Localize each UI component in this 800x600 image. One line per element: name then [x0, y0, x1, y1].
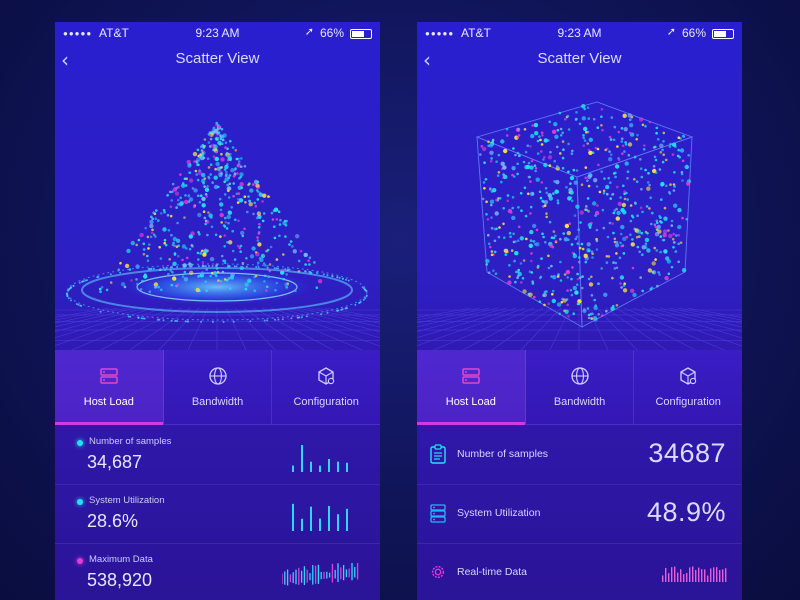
location-arrow-icon: ➚ [666, 26, 676, 38]
battery-icon [712, 29, 734, 39]
tab-bar: Host Load Bandwidth Configuration [55, 350, 380, 425]
tab-host-load[interactable]: Host Load [417, 350, 526, 425]
tab-label: Host Load [83, 396, 134, 408]
server-stack-icon [430, 504, 446, 523]
tab-bandwidth[interactable]: Bandwidth [164, 350, 273, 424]
status-bar: ●●●●● AT&T 9:23 AM ➚ 66% [55, 22, 380, 44]
carrier-label: AT&T [99, 26, 129, 40]
stat-list: Number of samples 34,687 System Utilizat… [55, 426, 380, 600]
mini-bar-chart [292, 445, 348, 472]
battery-icon [350, 29, 372, 39]
stat-label: Maximum Data [89, 554, 153, 565]
back-button[interactable]: ‹ [61, 48, 69, 72]
tab-label: Bandwidth [191, 396, 244, 408]
phone-screen-cube: ●●●●● AT&T 9:23 AM ➚ 66% ‹ Scatter View … [417, 22, 742, 600]
cone-scatter-visual [55, 121, 380, 352]
stat-row-realtime[interactable]: Real-time Data [417, 544, 742, 600]
battery-percent: 66% [319, 26, 344, 40]
realtime-bars [662, 566, 727, 582]
tab-bandwidth[interactable]: Bandwidth [526, 350, 635, 424]
location-arrow-icon: ➚ [304, 26, 314, 38]
status-dot [77, 440, 83, 446]
phone-screen-cone: ●●●●● AT&T 9:23 AM ➚ 66% ‹ Scatter View … [55, 22, 380, 600]
tab-label: Host Load [445, 396, 496, 408]
tab-host-load[interactable]: Host Load [55, 350, 164, 425]
globe-icon [570, 367, 589, 385]
page-title: Scatter View [175, 50, 260, 67]
stat-row-utilization[interactable]: System Utilization 48.9% [417, 485, 742, 544]
cube-scatter-visual [417, 101, 742, 352]
clock: 9:23 AM [195, 26, 240, 40]
stat-row-utilization[interactable]: System Utilization 28.6% [55, 485, 380, 544]
signal-icon: ●●●●● [425, 29, 455, 38]
carrier-label: AT&T [461, 26, 491, 40]
stat-label: Number of samples [457, 448, 549, 460]
stat-row-samples[interactable]: Number of samples 34,687 [55, 426, 380, 485]
stat-row-samples[interactable]: Number of samples 34687 [417, 426, 742, 485]
stat-value: 28.6% [87, 511, 139, 531]
status-dot [77, 499, 83, 505]
stat-list: Number of samples 34687 System Utilizati… [417, 426, 742, 600]
page-title: Scatter View [537, 50, 622, 67]
stat-label: System Utilization [89, 495, 165, 506]
battery-percent: 66% [681, 26, 706, 40]
box-gear-icon [680, 367, 697, 385]
server-icon [100, 368, 118, 384]
box-gear-icon [318, 367, 335, 385]
status-bar: ●●●●● AT&T 9:23 AM ➚ 66% [417, 22, 742, 44]
nav-bar: ‹ Scatter View [417, 48, 742, 72]
gear-icon [431, 565, 445, 579]
mini-wave-chart [282, 563, 359, 586]
tab-label: Configuration [655, 396, 721, 408]
nav-bar: ‹ Scatter View [55, 48, 380, 72]
stat-value: 34687 [648, 438, 726, 468]
server-icon [462, 368, 480, 384]
tab-label: Bandwidth [553, 396, 606, 408]
globe-icon [208, 367, 227, 385]
stat-row-maximum[interactable]: Maximum Data 538,920 [55, 544, 380, 600]
tab-label: Configuration [293, 396, 359, 408]
tab-configuration[interactable]: Configuration [634, 350, 742, 424]
stat-label: System Utilization [457, 507, 541, 519]
stat-value: 538,920 [87, 570, 153, 590]
stat-label: Number of samples [89, 436, 172, 447]
clock: 9:23 AM [557, 26, 602, 40]
signal-icon: ●●●●● [63, 29, 93, 38]
stat-value: 48.9% [646, 497, 726, 527]
stat-value: 34,687 [87, 452, 143, 472]
stat-label: Real-time Data [457, 566, 528, 578]
mini-bar-chart [292, 503, 348, 531]
tab-configuration[interactable]: Configuration [272, 350, 380, 424]
back-button[interactable]: ‹ [423, 48, 431, 72]
status-dot [77, 558, 83, 564]
clipboard-icon [430, 444, 446, 464]
tab-bar: Host Load Bandwidth Configuration [417, 350, 742, 425]
